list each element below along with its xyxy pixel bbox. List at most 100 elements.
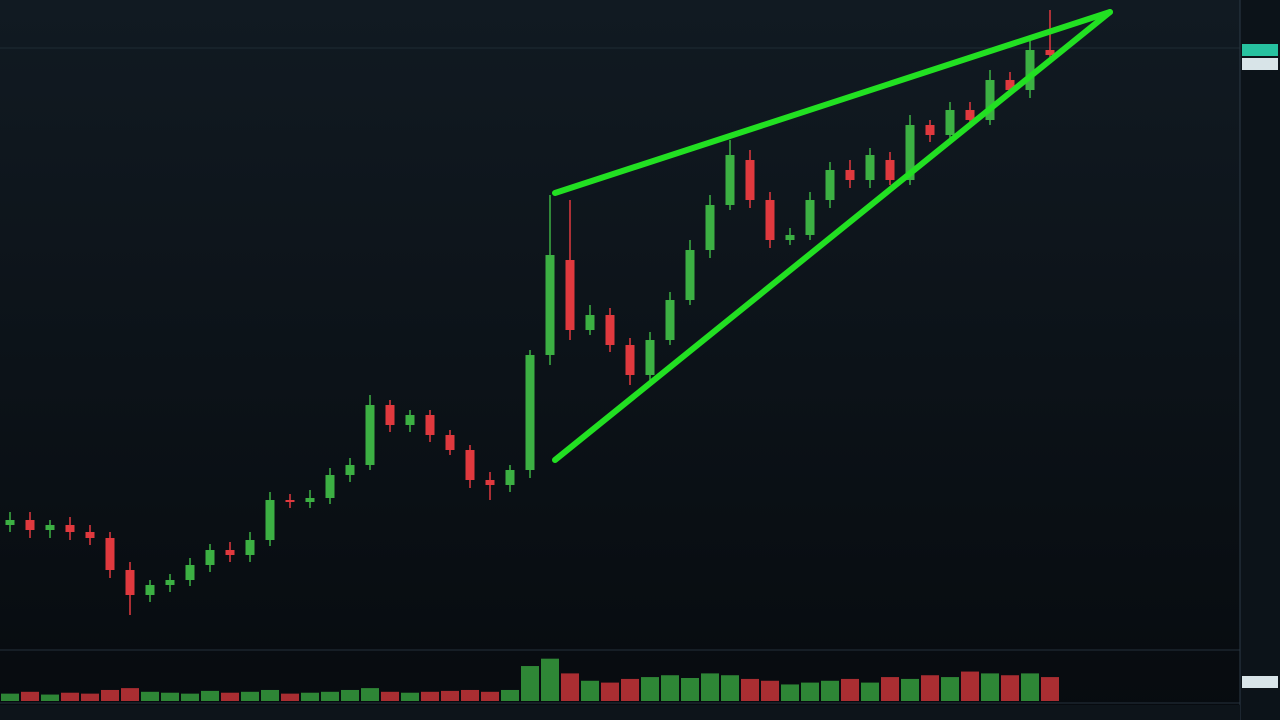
volume-bar — [561, 673, 579, 701]
candle-body — [565, 260, 575, 330]
candle-body — [805, 200, 815, 235]
trend-line-upper — [552, 9, 1113, 196]
volume-bar — [261, 689, 279, 701]
volume-bar — [601, 682, 619, 701]
volume-bar — [741, 678, 759, 701]
volume-bar — [621, 678, 639, 701]
volume-bar — [181, 693, 199, 701]
volume-bar — [1, 693, 19, 701]
volume-bar — [121, 688, 139, 701]
candle-body — [1025, 50, 1035, 90]
volume-bar — [721, 675, 739, 701]
candle-body — [365, 405, 375, 465]
price-marker — [1242, 58, 1278, 70]
candle-body — [725, 155, 735, 205]
candle-body — [245, 540, 255, 555]
volume-bar — [221, 692, 239, 701]
volume-bar — [901, 678, 919, 701]
candle-body — [205, 550, 215, 565]
candle-body — [105, 538, 115, 570]
candle-body — [485, 480, 495, 485]
candle-body — [705, 205, 715, 250]
volume-bar — [61, 692, 79, 701]
candle-body — [765, 200, 775, 240]
candle-body — [45, 525, 55, 530]
volume-bar — [441, 690, 459, 701]
candle-body — [605, 315, 615, 345]
trend-line-lower — [552, 9, 1113, 463]
candle-body — [325, 475, 335, 498]
candle-body — [425, 415, 435, 435]
candle-body — [25, 520, 35, 530]
candle-body — [145, 585, 155, 595]
volume-bar — [581, 680, 599, 701]
candle-body — [925, 125, 935, 135]
volume-bar — [941, 677, 959, 701]
candle-body — [685, 250, 695, 300]
volume-bar — [841, 678, 859, 701]
candle-body — [1045, 50, 1055, 55]
volume-bar — [161, 692, 179, 701]
volume-bar — [881, 677, 899, 701]
volume-bar — [321, 691, 339, 701]
volume-bar — [81, 693, 99, 701]
candle-body — [285, 500, 295, 502]
volume-bar — [681, 678, 699, 701]
candle-body — [1005, 80, 1015, 90]
volume-bar — [401, 692, 419, 701]
candle-body — [65, 525, 75, 532]
candle-body — [965, 110, 975, 120]
volume-bar — [521, 666, 539, 701]
candle-body — [905, 125, 915, 180]
volume-bar — [641, 677, 659, 701]
candle-body — [445, 435, 455, 450]
candle-body — [585, 315, 595, 330]
candle-body — [625, 345, 635, 375]
volume-bar — [421, 691, 439, 701]
candle-body — [525, 355, 535, 470]
candle-body — [345, 465, 355, 475]
volume-bar — [241, 691, 259, 701]
price-axis-panel — [1240, 0, 1280, 720]
volume-bar — [1021, 673, 1039, 701]
candle-body — [305, 498, 315, 502]
volume-bar — [381, 691, 399, 701]
volume-bar — [481, 691, 499, 701]
volume-bars — [1, 658, 1059, 701]
volume-bar — [21, 691, 39, 701]
volume-bar — [281, 693, 299, 701]
volume-bar — [361, 688, 379, 701]
volume-bar — [41, 694, 59, 701]
volume-bar — [701, 673, 719, 701]
volume-bar — [501, 689, 519, 701]
volume-bar — [661, 675, 679, 701]
candle-body — [5, 520, 15, 525]
candle-body — [865, 155, 875, 180]
volume-bar — [461, 689, 479, 701]
price-marker — [1242, 44, 1278, 56]
candle-body — [185, 565, 195, 580]
candle-body — [945, 110, 955, 135]
candle-body — [265, 500, 275, 540]
volume-bar — [541, 658, 559, 701]
candle-body — [405, 415, 415, 425]
volume-bar — [761, 680, 779, 701]
volume-bar — [801, 682, 819, 701]
candle-body — [85, 532, 95, 538]
candle-body — [885, 160, 895, 180]
volume-bar — [301, 692, 319, 701]
candle-body — [505, 470, 515, 485]
candle-body — [845, 170, 855, 180]
candle-body — [645, 340, 655, 375]
candle-body — [465, 450, 475, 480]
volume-bar — [141, 691, 159, 701]
volume-bar — [1041, 677, 1059, 701]
volume-marker — [1242, 676, 1278, 688]
candle-body — [545, 255, 555, 355]
volume-bar — [861, 682, 879, 701]
volume-bar — [101, 689, 119, 701]
candle-body — [745, 160, 755, 200]
volume-bar — [781, 684, 799, 701]
volume-bar — [921, 675, 939, 701]
